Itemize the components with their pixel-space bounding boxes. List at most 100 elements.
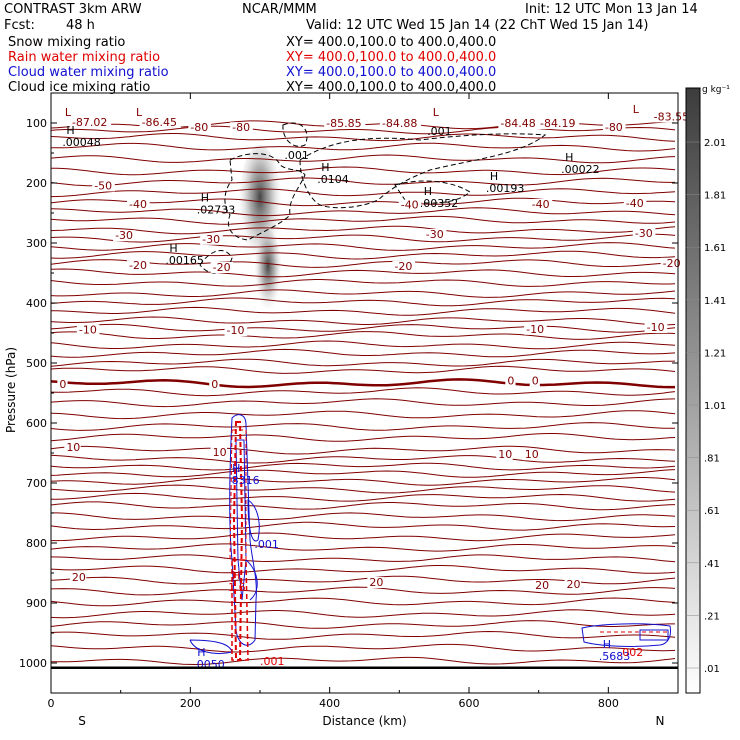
colorbar-label: 1.81: [704, 191, 726, 202]
temperature-label: -20: [663, 257, 681, 270]
cloud-water-contour-outer: [229, 414, 257, 646]
init-time: Init: 12 UTC Mon 13 Jan 14: [525, 2, 698, 17]
extremum-symbol: H: [565, 151, 573, 164]
isotherm-line: [50, 575, 676, 585]
x-end-label-left: S: [78, 714, 86, 728]
colorbar-label: .41: [704, 559, 720, 570]
isotherm-line: [50, 398, 676, 408]
temperature-label: 20: [72, 571, 86, 584]
colorbar-label: 1.01: [704, 401, 726, 412]
temperature-label-bg: [230, 122, 253, 134]
x-axis-title: Distance (km): [322, 714, 406, 728]
isotherm-line: [50, 279, 676, 287]
temperature-label: -20: [129, 259, 147, 272]
contour-label: .001: [284, 149, 309, 162]
temperature-label-bg: [623, 197, 647, 209]
isotherm-line: [50, 188, 676, 198]
isotherm-line: [50, 233, 676, 243]
isotherm-line: [50, 543, 676, 552]
extremum-value: .0104: [317, 173, 349, 186]
y-tick-label: 600: [26, 417, 47, 430]
extremum-symbol: H: [490, 170, 498, 183]
temperature-label: -20: [394, 260, 412, 273]
temperature-label-bg: [367, 577, 384, 588]
snow-plume-lower: [254, 230, 282, 320]
isotherm-line: [50, 215, 676, 225]
field-title-snow: Snow mixing ratio: [8, 35, 126, 50]
x-tick-label: 200: [180, 697, 201, 710]
temperature-label-bg: [538, 118, 580, 129]
temperature-label-bg: [209, 379, 220, 390]
temperature-label: -20: [213, 261, 231, 274]
isotherm-line: [50, 250, 676, 260]
isotherm-line: [50, 348, 676, 358]
temperature-label: -85.85: [326, 117, 361, 130]
xsec-snow: XY= 400.0,100.0 to 400.0,400.0: [286, 35, 497, 50]
x-tick-label: 400: [319, 697, 340, 710]
zero-isotherm: [50, 378, 675, 389]
forecast-label: Fcst:: [4, 18, 35, 33]
temperature-label: -40: [532, 198, 550, 211]
experiment-title: CONTRAST 3km ARW: [4, 2, 142, 17]
temperature-label-bg: [379, 118, 422, 129]
extremum-value: .00048: [62, 136, 101, 149]
y-tick-label: 500: [26, 357, 47, 370]
y-tick-label: 700: [26, 477, 47, 490]
temperature-label: -84.19: [540, 117, 575, 130]
temperature-label-bg: [423, 229, 447, 240]
isotherm-line: [50, 207, 676, 217]
x-tick-label: 800: [598, 697, 619, 710]
extremum-value: .00193: [486, 182, 525, 195]
temperature-label: -80: [190, 121, 208, 134]
temperature-label-bg: [564, 578, 581, 590]
isotherm-line: [50, 597, 676, 607]
y-tick-label: 200: [26, 177, 47, 190]
isotherm-line: [50, 331, 676, 340]
extremum-symbol: L: [433, 106, 440, 119]
isotherm-line: [50, 501, 676, 511]
temperature-label-bg: [660, 257, 684, 269]
isotherm-line: [50, 166, 676, 176]
temperature-label: -50: [94, 179, 112, 192]
temperature-label: 0: [507, 374, 514, 387]
temperature-label: 0: [211, 378, 218, 391]
temperature-label: -30: [202, 233, 220, 246]
colorbar-label: .81: [704, 454, 720, 465]
temperature-label: 20: [369, 576, 383, 589]
isotherm-line: [50, 142, 676, 152]
extremum-value: .00022: [561, 163, 600, 176]
isotherm-line: [50, 133, 676, 142]
temperature-label-bg: [210, 262, 234, 273]
temperature-label-bg: [69, 116, 112, 128]
isotherm-line: [50, 358, 676, 367]
isotherm-line: [50, 609, 676, 619]
colorbar-ramp: [685, 87, 701, 694]
isotherm-line: [50, 484, 676, 494]
temperature-label-bg: [651, 111, 693, 123]
xsec-cloud-water: XY= 400.0,100.0 to 400.0,400.0: [286, 65, 497, 80]
isotherm-line: [51, 532, 676, 542]
temperature-label: -30: [635, 227, 653, 240]
temperature-label-bg: [529, 375, 540, 387]
temperature-label: -40: [401, 199, 419, 212]
isotherm-line: [50, 454, 676, 464]
snow-shading-layer: [238, 145, 282, 320]
isotherm-line: [50, 433, 676, 442]
temperature-label-bg: [324, 118, 366, 129]
isotherm-line: [50, 340, 676, 350]
forecast-value: 48 h: [66, 18, 95, 33]
temperature-label: -10: [79, 323, 97, 336]
cloud-water-contour-north-inner: [639, 629, 669, 641]
temperature-label-bg: [127, 199, 150, 210]
temperature-label: 20: [535, 579, 549, 592]
colorbar-label: 1.21: [704, 348, 726, 359]
colorbar: .01 .21 .41 .61 .81 1.01 1.21 1.41 1.61 1.81 2.01 g…: [685, 85, 730, 694]
isotherm-line: [50, 521, 676, 531]
colorbar-unit: g kg⁻¹: [702, 85, 730, 95]
isotherm-line: [50, 643, 676, 653]
y-tick-label: 1000: [19, 657, 47, 670]
isotherm-line: [50, 462, 676, 471]
isotherm-line: [50, 297, 676, 307]
